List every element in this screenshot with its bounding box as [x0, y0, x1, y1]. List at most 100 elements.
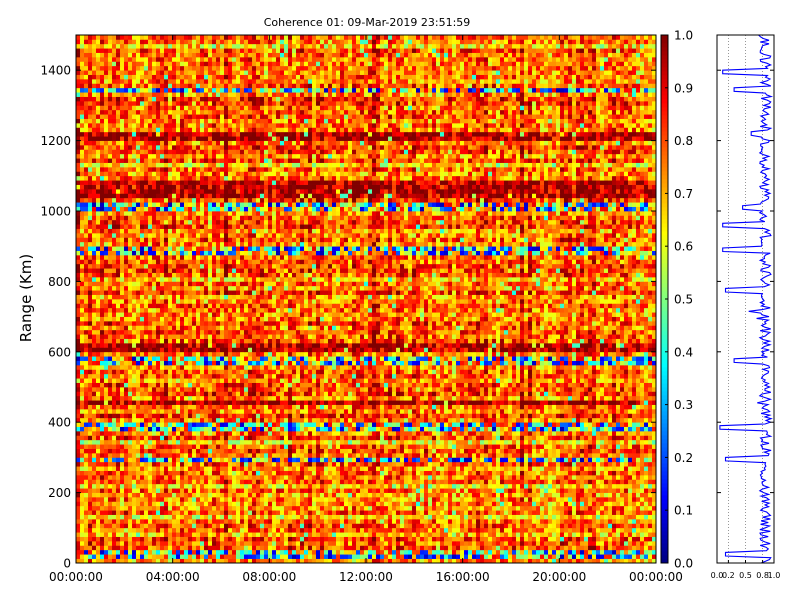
heatmap-cell — [564, 514, 569, 520]
heatmap-cell — [568, 417, 573, 423]
heatmap-cell — [336, 554, 341, 559]
heatmap-cell — [104, 409, 109, 414]
heatmap-cell — [572, 519, 577, 524]
heatmap-cell — [404, 422, 409, 427]
heatmap-cell — [304, 409, 309, 414]
heatmap-cell — [112, 510, 117, 515]
heatmap-cell — [184, 545, 189, 551]
heatmap-cell — [592, 422, 597, 427]
heatmap-cell — [212, 475, 217, 480]
heatmap-cell — [184, 439, 189, 445]
heatmap-cell — [184, 461, 189, 467]
heatmap-cell — [344, 501, 349, 507]
heatmap-cell — [372, 417, 377, 423]
heatmap-cell — [108, 549, 113, 555]
heatmap-cell — [220, 558, 225, 564]
heatmap-cell — [564, 523, 569, 529]
heatmap-cell — [632, 501, 637, 507]
heatmap-cell — [140, 417, 145, 423]
heatmap-cell — [604, 497, 609, 502]
heatmap-cell — [200, 479, 205, 485]
heatmap-cell — [168, 558, 173, 564]
heatmap-cell — [472, 492, 477, 498]
heatmap-cell — [140, 505, 145, 511]
heatmap-cell — [624, 439, 629, 445]
heatmap-cell — [100, 470, 105, 476]
heatmap-cell — [420, 426, 425, 432]
heatmap-cell — [120, 536, 125, 542]
heatmap-cell — [332, 413, 337, 419]
heatmap-cell — [492, 461, 497, 467]
heatmap-cell — [624, 549, 629, 555]
heatmap-cell — [532, 479, 537, 485]
heatmap-cell — [228, 435, 233, 441]
heatmap-cell — [596, 413, 601, 419]
heatmap-cell — [588, 426, 593, 432]
heatmap-cell — [360, 536, 365, 542]
heatmap-cell — [512, 505, 517, 511]
heatmap-cell — [448, 549, 453, 555]
heatmap-cell — [88, 426, 93, 432]
heatmap-cell — [164, 527, 169, 533]
heatmap-cell — [356, 541, 361, 546]
heatmap-cell — [236, 505, 241, 511]
heatmap-cell — [296, 554, 301, 559]
heatmap-cell — [248, 466, 253, 471]
heatmap-cell — [560, 479, 565, 485]
heatmap-cell — [336, 501, 341, 507]
heatmap-cell — [628, 470, 633, 476]
heatmap-cell — [268, 483, 273, 489]
heatmap-cell — [128, 492, 133, 498]
heatmap-cell — [76, 453, 81, 458]
heatmap-cell — [492, 470, 497, 476]
heatmap-cell — [260, 413, 265, 419]
heatmap-cell — [612, 475, 617, 480]
heatmap-cell — [624, 554, 629, 559]
heatmap-cell — [360, 461, 365, 467]
heatmap-cell — [324, 426, 329, 432]
heatmap-cell — [184, 444, 189, 449]
heatmap-cell — [584, 519, 589, 524]
heatmap-cell — [264, 532, 269, 537]
heatmap-cell — [608, 483, 613, 489]
heatmap-cell — [532, 488, 537, 493]
heatmap-cell — [356, 519, 361, 524]
heatmap-cell — [284, 461, 289, 467]
heatmap-cell — [652, 448, 657, 454]
heatmap-cell — [488, 444, 493, 449]
heatmap-cell — [636, 435, 641, 441]
heatmap-cell — [148, 532, 153, 537]
heatmap-cell — [264, 466, 269, 471]
heatmap-cell — [396, 426, 401, 432]
heatmap-cell — [376, 519, 381, 524]
heatmap-cell — [556, 554, 561, 559]
heatmap-cell — [444, 448, 449, 454]
heatmap-cell — [536, 501, 541, 507]
heatmap-cell — [496, 523, 501, 529]
heatmap-cell — [572, 532, 577, 537]
heatmap-cell — [260, 549, 265, 555]
heatmap-cell — [292, 554, 297, 559]
heatmap-cell — [576, 457, 581, 463]
heatmap-cell — [648, 554, 653, 559]
heatmap-cell — [544, 431, 549, 436]
heatmap-cell — [540, 453, 545, 458]
heatmap-cell — [256, 483, 261, 489]
heatmap-cell — [116, 435, 121, 441]
heatmap-cell — [88, 470, 93, 476]
heatmap-cell — [424, 457, 429, 463]
heatmap-cell — [636, 492, 641, 498]
heatmap-cell — [172, 510, 177, 515]
heatmap-cell — [176, 453, 181, 458]
heatmap-cell — [516, 444, 521, 449]
heatmap-cell — [112, 453, 117, 458]
heatmap-cell — [152, 448, 157, 454]
heatmap-cell — [128, 505, 133, 511]
heatmap-cell — [412, 541, 417, 546]
heatmap-cell — [228, 554, 233, 559]
heatmap-cell — [380, 461, 385, 467]
heatmap-cell — [612, 527, 617, 533]
heatmap-cell — [248, 479, 253, 485]
heatmap-cell — [608, 510, 613, 515]
heatmap-cell — [376, 479, 381, 485]
